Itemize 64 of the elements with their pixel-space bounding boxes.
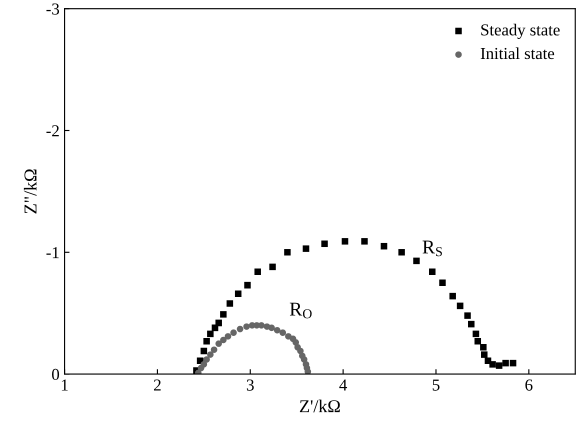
- point: [342, 238, 348, 245]
- point: [474, 338, 482, 344]
- point: [220, 311, 227, 318]
- x-tick-label: 2: [154, 379, 161, 391]
- point: [258, 322, 265, 329]
- x-axis-title: Z'/kΩ: [300, 400, 340, 412]
- point: [481, 351, 488, 358]
- point: [203, 356, 210, 363]
- y-tick-label: 0: [52, 368, 60, 380]
- point: [269, 264, 276, 270]
- point: [380, 242, 388, 250]
- point: [234, 290, 242, 297]
- point: [449, 292, 456, 300]
- point: [200, 348, 208, 354]
- point: [207, 351, 214, 358]
- point: [220, 336, 227, 344]
- point: [280, 329, 286, 336]
- point: [429, 268, 436, 276]
- point: [203, 338, 210, 344]
- point: [207, 330, 214, 338]
- point: [464, 312, 471, 319]
- point: [236, 326, 244, 332]
- point: [210, 346, 218, 353]
- y-axis-title: Z"/kΩ: [24, 169, 37, 214]
- annotation: R$_{O}$: [290, 302, 312, 318]
- point: [480, 344, 487, 351]
- y-tick-label: -3: [46, 3, 60, 15]
- x-tick-label: 3: [246, 379, 254, 391]
- point: [398, 249, 405, 256]
- point: [472, 330, 480, 338]
- x-tick-label: 6: [525, 379, 533, 391]
- point: [496, 362, 502, 369]
- x-tick-label: 1: [62, 380, 68, 391]
- point: [200, 361, 208, 368]
- point: [439, 279, 446, 286]
- point: [302, 245, 310, 252]
- y-tick-label: -1: [46, 247, 59, 258]
- point: [254, 268, 261, 276]
- annotation: R$_{S}$: [422, 240, 442, 256]
- point: [268, 324, 275, 332]
- point: [510, 360, 516, 366]
- legend-label: Steady state: [481, 24, 560, 39]
- point: [244, 282, 251, 288]
- point: [226, 300, 234, 307]
- point: [243, 323, 250, 330]
- legend-label: Initial state: [480, 47, 554, 60]
- point: [224, 333, 232, 340]
- point: [304, 368, 312, 374]
- point: [413, 258, 420, 264]
- point: [468, 320, 475, 328]
- point: [361, 238, 368, 245]
- point: [284, 249, 291, 256]
- point: [502, 360, 509, 366]
- x-tick-label: 5: [432, 380, 440, 391]
- point: [212, 324, 218, 332]
- point: [230, 329, 237, 336]
- y-tick-label: -2: [46, 125, 59, 136]
- point: [215, 320, 222, 326]
- x-tick-label: 4: [339, 380, 348, 391]
- point: [274, 326, 280, 334]
- point: [321, 240, 328, 248]
- point: [215, 340, 222, 347]
- point: [489, 361, 496, 368]
- point: [456, 302, 464, 310]
